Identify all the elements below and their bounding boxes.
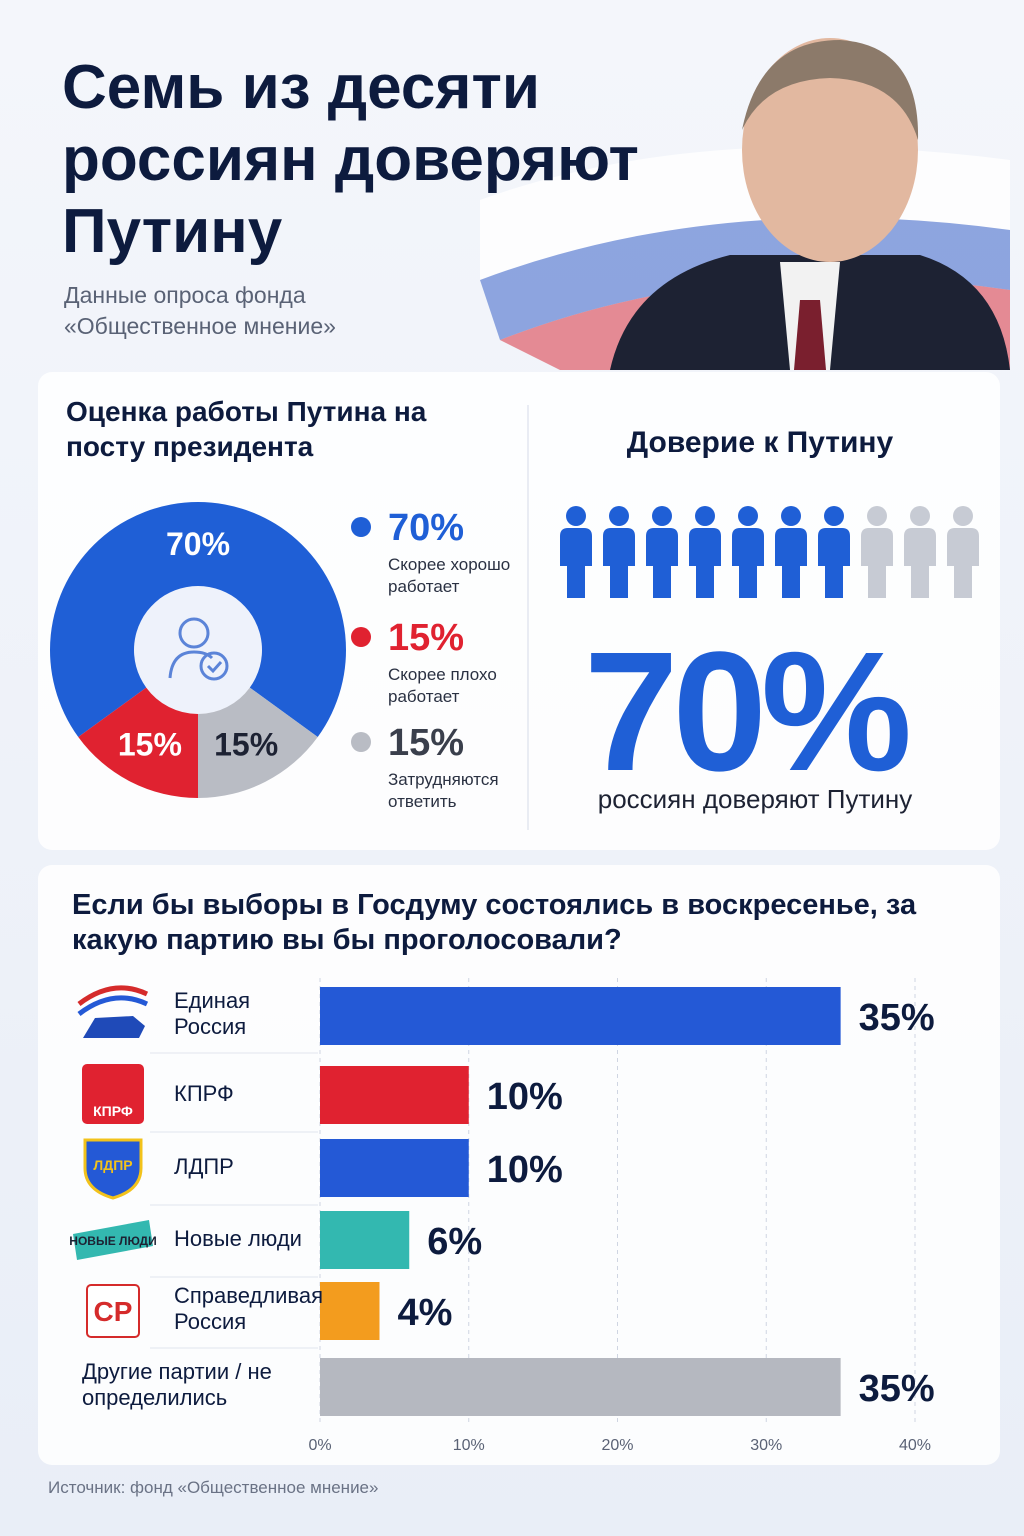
person-body (818, 528, 850, 598)
icon-empty (904, 506, 936, 598)
source: Источник: фонд «Общественное мнение» (48, 1478, 379, 1497)
legend-label: Скорее плохо работает (388, 665, 497, 706)
value-label: 10% (487, 1149, 563, 1191)
chart-title: Если бы выборы в Госдуму состоялись в во… (72, 889, 917, 956)
person-body (560, 528, 592, 598)
big-value: 70% (584, 617, 908, 807)
icon-empty (947, 506, 979, 598)
bar (320, 1066, 469, 1124)
pie-slice (198, 687, 318, 798)
legend-label: Затрудняются ответить (388, 770, 499, 811)
person-head (609, 506, 629, 526)
party-label: Новые люди (174, 1226, 302, 1251)
logo-wave (77, 995, 149, 1017)
party-label: Единая Россия (174, 988, 251, 1039)
legend-dot (351, 517, 371, 537)
bar (320, 1211, 410, 1269)
caption: россиян доверяют Путину (597, 784, 913, 814)
chart-title: Доверие к Путину (626, 426, 894, 459)
logo-bg (73, 1220, 153, 1260)
photo-placeholder (480, 38, 1010, 370)
legend-label: Скорее хорошо работает (388, 555, 511, 596)
legend-dot (351, 627, 371, 647)
pie-slice (78, 687, 198, 798)
bar (320, 1139, 469, 1197)
value-label: 35% (859, 997, 935, 1039)
title: Семь из десяти россиян доверяют Путину (62, 53, 639, 266)
person-head (652, 506, 672, 526)
logo-bear (83, 1016, 145, 1038)
donut-hole (134, 586, 262, 714)
person-head (824, 506, 844, 526)
person-body (947, 528, 979, 598)
logo-text: НОВЫЕ ЛЮДИ (69, 1234, 156, 1248)
user-icon (168, 617, 229, 681)
icon-empty (861, 506, 893, 598)
value-label: 4% (398, 1292, 453, 1334)
person-head (566, 506, 586, 526)
logo-bg (86, 1284, 140, 1338)
bar (320, 987, 841, 1045)
value-label: 6% (427, 1221, 482, 1263)
person-body (861, 528, 893, 598)
logo-text: СР (94, 1296, 133, 1327)
person-head (781, 506, 801, 526)
logo-bg (82, 1064, 144, 1124)
person-body (689, 528, 721, 598)
slice-label: 70% (166, 526, 230, 562)
slice-label: 15% (118, 726, 182, 762)
person-body (603, 528, 635, 598)
value-label: 35% (859, 1368, 935, 1410)
pie-slice (50, 502, 347, 737)
logo-text: КПРФ (93, 1103, 133, 1119)
legend-value: 15% (388, 617, 464, 659)
x-tick-label: 20% (601, 1437, 633, 1454)
person-body (775, 528, 807, 598)
legend-value: 70% (388, 507, 464, 549)
person-head (695, 506, 715, 526)
person-body (904, 528, 936, 598)
party-label: Другие партии / не определились (82, 1359, 272, 1410)
x-tick-label: 0% (308, 1437, 331, 1454)
person-body (646, 528, 678, 598)
logo-wave (77, 985, 149, 1007)
x-tick-label: 30% (750, 1437, 782, 1454)
logo-shield (83, 1138, 143, 1200)
person-head (910, 506, 930, 526)
person-head (867, 506, 887, 526)
subtitle: Данные опроса фонда «Общественное мнение… (64, 282, 336, 339)
party-label: КПРФ (174, 1081, 234, 1106)
legend-value: 15% (388, 722, 464, 764)
x-tick-label: 10% (453, 1437, 485, 1454)
legend-dot (351, 732, 371, 752)
person-head (953, 506, 973, 526)
icons-filled (560, 506, 850, 598)
x-tick-label: 40% (899, 1437, 931, 1454)
logo-text: ЛДПР (93, 1157, 132, 1173)
bar (320, 1282, 380, 1340)
value-label: 10% (487, 1076, 563, 1118)
person-body (732, 528, 764, 598)
slice-label: 15% (214, 726, 278, 762)
party-label: ЛДПР (174, 1154, 234, 1179)
party-label: Справедливая Россия (174, 1283, 324, 1334)
bar (320, 1358, 841, 1416)
person-head (738, 506, 758, 526)
chart-title: Оценка работы Путина на посту президента (66, 396, 427, 462)
